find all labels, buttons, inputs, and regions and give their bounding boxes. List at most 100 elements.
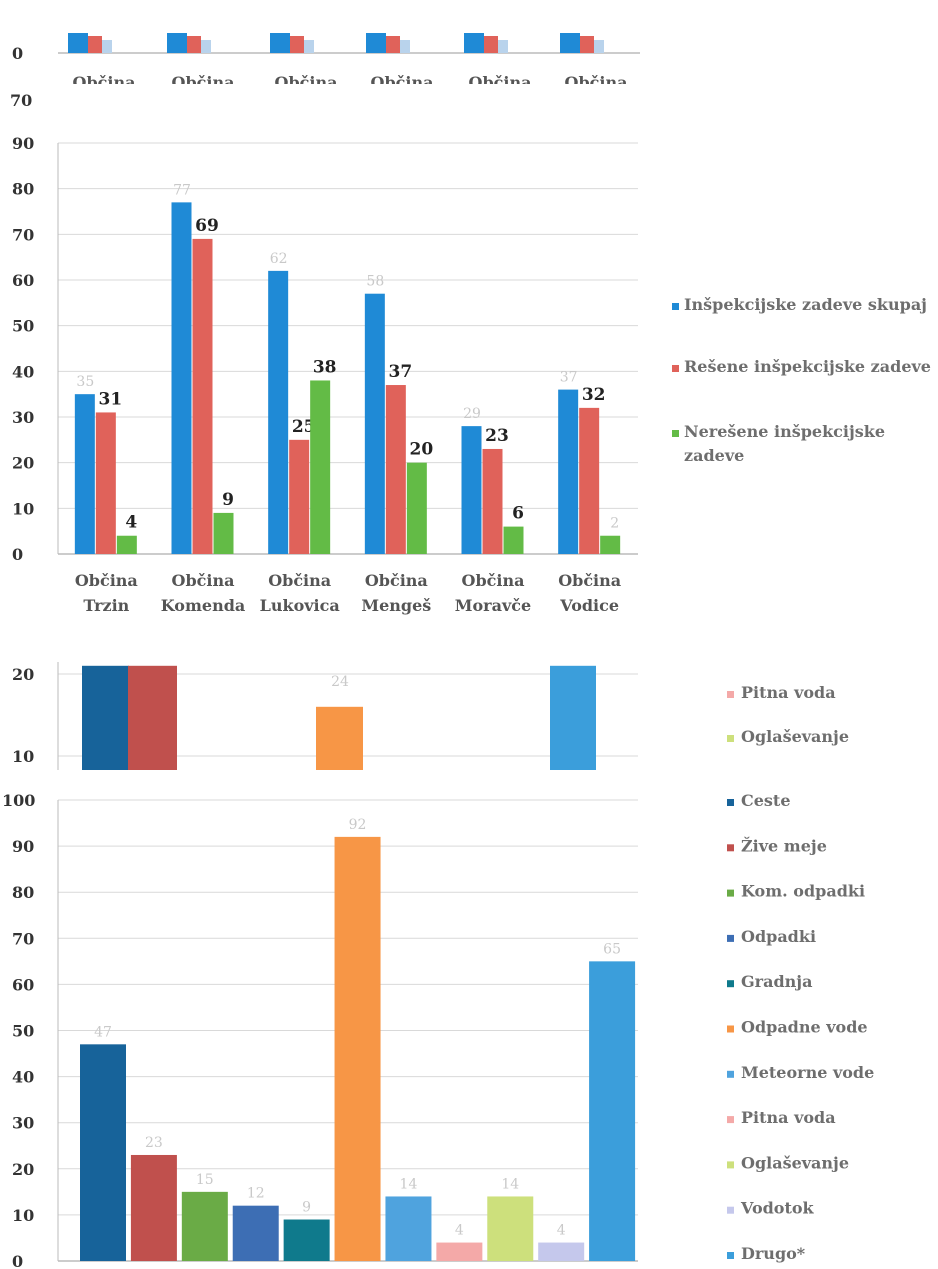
chart2-legend-label: Žive meje bbox=[741, 835, 827, 855]
chart2-y-tick-label: 20 bbox=[12, 1160, 34, 1179]
chart1-bar bbox=[385, 385, 406, 554]
chart2-legend-swatch bbox=[727, 844, 734, 852]
chart1-category-label: Komenda bbox=[161, 596, 246, 615]
chart1-data-label: 2 bbox=[610, 516, 619, 532]
chart2-y-tick-label: 30 bbox=[12, 1114, 34, 1133]
chart2-y-tick-label: 90 bbox=[12, 837, 34, 856]
chart1-category-label: Trzin bbox=[83, 596, 129, 615]
chart1-data-label: 32 bbox=[582, 385, 606, 405]
chart1-legend-swatch bbox=[672, 430, 679, 437]
chart1-y-tick-label: 0 bbox=[12, 545, 23, 564]
chart1-data-label: 37 bbox=[388, 362, 412, 382]
chart1-y-tick-label: 20 bbox=[12, 454, 34, 473]
chart2-bar bbox=[436, 1242, 483, 1261]
chart1-bar bbox=[289, 439, 310, 554]
chart1-legend-label: Inšpekcijske zadeve skupaj bbox=[684, 295, 927, 314]
chart1-category-label: Lukovica bbox=[260, 596, 340, 615]
chart2-legend-label: Oglaševanje bbox=[741, 1153, 849, 1172]
top-strip-y-tick: 0 bbox=[12, 44, 23, 63]
top-strip-bar bbox=[464, 33, 484, 53]
chart1-bar bbox=[74, 394, 95, 554]
chart1-legend-swatch bbox=[672, 303, 679, 310]
chart2-bar bbox=[283, 1219, 330, 1261]
mid-strip-y-tick: 20 bbox=[12, 665, 34, 684]
chart2-data-label: 9 bbox=[302, 1200, 311, 1216]
chart1-category-label: Občina bbox=[172, 571, 235, 590]
chart1-data-label: 58 bbox=[366, 274, 384, 290]
chart2-bar bbox=[181, 1191, 228, 1261]
mid-legend-swatch bbox=[727, 735, 734, 742]
chart2-data-label: 15 bbox=[196, 1172, 214, 1188]
chart2-bar bbox=[385, 1196, 432, 1261]
chart1-y-tick-label: 30 bbox=[12, 408, 34, 427]
top-strip-bar bbox=[270, 33, 290, 53]
chart2-legend-label: Meteorne vode bbox=[741, 1063, 874, 1082]
top-strip-bar bbox=[201, 40, 211, 53]
chart1-data-label: 20 bbox=[409, 440, 433, 460]
chart1-bar bbox=[213, 512, 234, 554]
chart1-bar bbox=[406, 462, 427, 554]
chart1-data-label: 38 bbox=[313, 357, 337, 377]
chart2-data-label: 47 bbox=[94, 1024, 112, 1040]
chart1-data-label: 37 bbox=[560, 370, 578, 386]
chart2-data-label: 92 bbox=[349, 817, 367, 833]
chart1-y-tick-label: 60 bbox=[12, 271, 34, 290]
mid-legend-swatch bbox=[727, 691, 734, 698]
top-strip-bar bbox=[88, 36, 102, 53]
chart2-legend-label: Pitna voda bbox=[741, 1108, 836, 1127]
chart2-y-tick-label: 100 bbox=[2, 791, 35, 810]
chart2-bar bbox=[232, 1205, 279, 1261]
chart1-y-tick-label: 50 bbox=[12, 317, 34, 336]
chart1-bar bbox=[503, 526, 524, 554]
mid-strip-y-tick: 10 bbox=[12, 747, 34, 766]
chart1-data-label: 69 bbox=[195, 216, 219, 236]
chart2-y-tick-label: 60 bbox=[12, 975, 34, 994]
chart1-data-label: 9 bbox=[222, 490, 234, 510]
chart1-data-label: 6 bbox=[512, 504, 524, 524]
mid-strip-faint-label: 24 bbox=[331, 674, 349, 690]
chart2-legend-swatch bbox=[727, 799, 734, 806]
chart2-bar bbox=[487, 1196, 534, 1261]
chart1-category-label: Moravče bbox=[455, 596, 531, 615]
top-strip-bar bbox=[304, 40, 314, 53]
chart2-legend-label: Ceste bbox=[741, 791, 791, 810]
chart2-bar bbox=[589, 961, 636, 1261]
chart2-legend-swatch bbox=[727, 934, 734, 942]
chart2-legend-swatch bbox=[727, 1070, 734, 1078]
chart1-bar bbox=[461, 426, 482, 554]
chart2-legend-swatch bbox=[727, 1116, 734, 1124]
chart2-data-label: 14 bbox=[501, 1176, 519, 1192]
chart1-y-tick-label: 10 bbox=[12, 499, 34, 518]
top-strip-bar bbox=[187, 36, 201, 53]
chart2-y-tick-label: 40 bbox=[12, 1068, 34, 1087]
chart1-bar bbox=[364, 293, 385, 554]
chart1-data-label: 35 bbox=[76, 374, 94, 390]
top-strip-bar bbox=[498, 40, 508, 53]
chart2-data-label: 65 bbox=[603, 941, 621, 957]
chart1-legend-label: Nerešene inšpekcijske bbox=[684, 422, 885, 441]
chart2-data-label: 4 bbox=[455, 1223, 464, 1239]
top-strip-bar bbox=[386, 36, 400, 53]
chart2-legend-swatch bbox=[727, 1161, 734, 1169]
chart2-legend-swatch bbox=[727, 1025, 734, 1033]
top-strip-upper-tick: 70 bbox=[10, 91, 32, 110]
chart2-legend-swatch bbox=[727, 889, 734, 897]
chart2-y-tick-label: 50 bbox=[12, 1022, 34, 1041]
chart1-bar bbox=[558, 389, 579, 554]
chart1-category-label: Občina bbox=[268, 571, 331, 590]
chart1-category-label: Občina bbox=[75, 571, 138, 590]
chart2-legend-label: Gradnja bbox=[741, 972, 812, 991]
chart2-legend-swatch bbox=[727, 1252, 734, 1259]
chart1-data-label: 4 bbox=[125, 513, 137, 533]
chart1-bar bbox=[579, 407, 600, 554]
mid-strip-bar bbox=[82, 665, 129, 770]
chart1-data-label: 31 bbox=[98, 389, 122, 409]
chart1-bar bbox=[600, 535, 621, 554]
chart2-data-label: 12 bbox=[247, 1186, 265, 1202]
chart1-data-label: 23 bbox=[485, 426, 509, 446]
top-strip-bar bbox=[68, 33, 88, 53]
mid-strip-bar bbox=[128, 665, 177, 770]
chart2-data-label: 14 bbox=[400, 1176, 418, 1192]
chart2-bar bbox=[334, 836, 381, 1261]
